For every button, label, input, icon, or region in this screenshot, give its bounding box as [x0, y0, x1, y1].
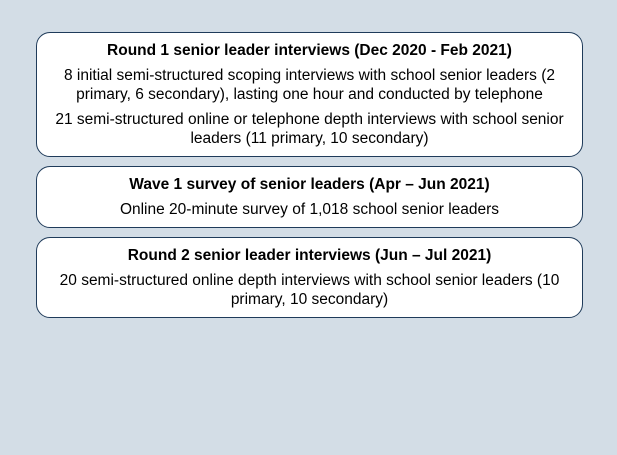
- stage-item: 8 initial semi-structured scoping interv…: [63, 67, 556, 103]
- stage-item: 20 semi-structured online depth intervie…: [59, 272, 560, 308]
- stage-title: Wave 1 survey of senior leaders (Apr – J…: [129, 176, 490, 193]
- stage-box: Round 2 senior leader interviews (Jun – …: [36, 237, 583, 318]
- stage-title: Round 2 senior leader interviews (Jun – …: [127, 247, 492, 264]
- stage-item: 21 semi-structured online or telephone d…: [55, 111, 564, 147]
- stage-item: Online 20-minute survey of 1,018 school …: [119, 201, 500, 218]
- stage-title: Round 1 senior leader interviews (Dec 20…: [107, 42, 512, 59]
- stage-box: Round 1 senior leader interviews (Dec 20…: [36, 32, 583, 157]
- stage-box: Wave 1 survey of senior leaders (Apr – J…: [36, 166, 583, 228]
